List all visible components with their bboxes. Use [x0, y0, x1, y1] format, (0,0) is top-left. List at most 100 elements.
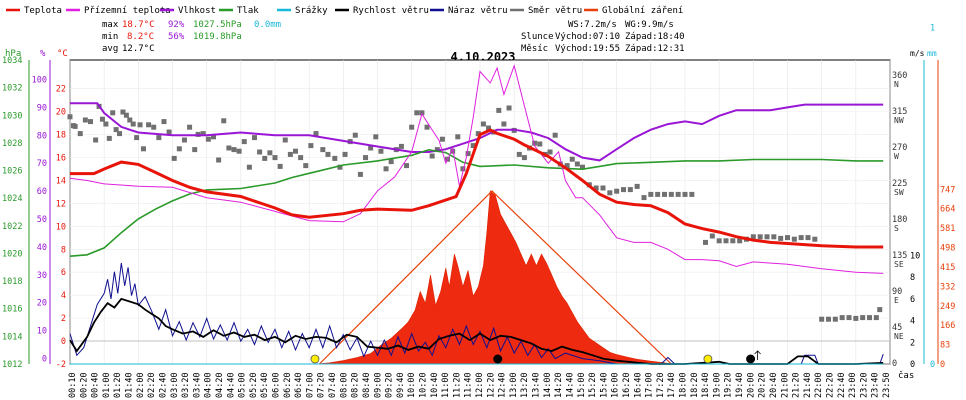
tick-label-percent: 10 — [37, 327, 47, 337]
tick-label-direction-name: NW — [894, 116, 904, 125]
wind-dir-point — [166, 129, 172, 135]
stat-avg-temp: 12.7°C — [122, 44, 155, 54]
tick-label-time: 19:00 — [712, 372, 722, 398]
wind-dir-point — [127, 117, 133, 123]
tick-label-time: 18:00 — [679, 372, 689, 398]
tick-label-percent: 100 — [32, 76, 47, 86]
tick-label-time: 05:40 — [260, 372, 270, 398]
tick-label-time: 08:40 — [362, 372, 372, 398]
tick-label-temperature: 6 — [61, 268, 66, 278]
tick-label-radiation: 747 — [940, 185, 955, 195]
tick-label-direction: 180 — [892, 215, 907, 225]
series-clear-sky-radiation — [318, 190, 672, 365]
tick-label-hpa: 1012 — [2, 360, 22, 370]
wind-dir-point — [216, 157, 222, 163]
tick-label-radiation: 249 — [940, 302, 955, 312]
wind-dir-point — [176, 146, 182, 152]
wind-sun-moon-info: WS:7.2m/s WG:9.9m/s Slunce Východ:07:10 Zápa… — [521, 20, 685, 54]
wind-dir-point — [424, 124, 430, 130]
tick-label-percent: 60 — [37, 187, 47, 197]
info-moon-rise: Východ:19:55 — [555, 44, 620, 54]
legend-entry: Globální záření — [602, 6, 683, 16]
wind-dir-point — [151, 124, 157, 130]
wind-dir-point — [682, 191, 688, 197]
tick-label-time: 09:40 — [396, 372, 406, 398]
legend-entry: Přízemní teplota — [84, 6, 171, 16]
wind-dir-point — [580, 164, 585, 170]
series-ground-temperature — [69, 63, 884, 274]
wind-dir-point — [156, 135, 162, 141]
tick-label-radiation: 581 — [940, 224, 955, 234]
wind-dir-point — [378, 148, 384, 154]
tick-label-time: 11:00 — [441, 372, 451, 398]
tick-label-time: 20:20 — [758, 372, 768, 398]
stat-min-label: min — [102, 32, 118, 42]
tick-label-time: 04:20 — [215, 372, 225, 398]
wind-dir-point — [246, 164, 252, 170]
tick-label-time: 06:00 — [272, 372, 282, 398]
tick-label-temperature: 18 — [56, 131, 66, 141]
wind-dir-point — [846, 315, 852, 321]
tick-label-time: 10:40 — [430, 372, 440, 398]
wind-dir-point — [140, 146, 146, 152]
tick-label-time: 21:20 — [792, 372, 802, 398]
wind-dir-point — [383, 166, 389, 172]
tick-label-temperature: 22 — [56, 85, 66, 95]
wind-dir-point — [873, 315, 879, 321]
tick-label-hpa: 1018 — [2, 277, 22, 287]
tick-label-time: 18:20 — [690, 372, 700, 398]
tick-label-hpa: 1024 — [2, 194, 22, 204]
series-wind-speed — [69, 297, 884, 365]
wind-dir-point — [67, 114, 73, 120]
wind-dir-point — [342, 151, 348, 157]
wind-dir-point — [634, 183, 640, 189]
wind-dir-point — [805, 235, 811, 241]
tick-label-time: 14:40 — [565, 372, 575, 398]
wind-dir-point — [388, 159, 394, 165]
wind-dir-point — [332, 155, 338, 161]
tick-label-time: 01:20 — [113, 372, 123, 398]
wind-dir-point — [262, 155, 268, 161]
wind-dir-point — [103, 121, 109, 127]
wind-dir-point — [569, 156, 575, 162]
tick-label-direction-name: N — [894, 80, 899, 89]
tick-label-time: 20:00 — [746, 372, 756, 398]
wind-dir-point — [146, 122, 152, 128]
tick-label-time: 09:00 — [373, 372, 383, 398]
axis-label-ms: m/s — [910, 49, 925, 58]
info-sun-set: Západ:18:40 — [625, 32, 685, 42]
tick-label-time: 07:40 — [328, 372, 338, 398]
wind-dir-point — [877, 307, 883, 313]
wind-dir-point — [357, 171, 363, 177]
tick-label-time: 14:00 — [543, 372, 553, 398]
axis-label-temperature: °C — [57, 49, 68, 59]
wind-dir-point — [171, 155, 177, 161]
tick-label-direction-name: E — [894, 296, 899, 305]
tick-label-direction: 0 — [892, 359, 897, 369]
tick-label-direction: 225 — [892, 179, 907, 189]
tick-label-time: 19:20 — [724, 372, 734, 398]
tick-label-direction: 360 — [892, 71, 907, 81]
wind-dir-point — [460, 166, 466, 172]
stat-max-humidity: 92% — [168, 20, 185, 30]
tick-label-percent: 40 — [37, 243, 47, 253]
wind-dir-point — [137, 122, 143, 128]
tick-label-mm: 0 — [930, 360, 935, 370]
tick-label-time: 13:00 — [509, 372, 519, 398]
tick-label-temperature: 12 — [56, 199, 66, 209]
wind-dir-point — [352, 132, 358, 138]
tick-label-hpa: 1028 — [2, 139, 22, 149]
tick-label-time: 14:20 — [554, 372, 564, 398]
tick-label-temperature: 0 — [61, 337, 66, 347]
tick-label-percent: 50 — [37, 215, 47, 225]
stat-avg-label: avg — [102, 44, 118, 54]
wind-dir-point — [614, 188, 620, 194]
wind-dir-point — [161, 119, 167, 125]
wind-dir-point — [709, 233, 715, 239]
tick-label-hpa: 1016 — [2, 305, 22, 315]
tick-label-time: 16:40 — [633, 372, 643, 398]
wind-dir-point — [537, 141, 543, 147]
legend-entry: Teplota — [24, 6, 62, 16]
tick-label-time: 03:40 — [192, 372, 202, 398]
tick-label-time: 02:00 — [136, 372, 146, 398]
